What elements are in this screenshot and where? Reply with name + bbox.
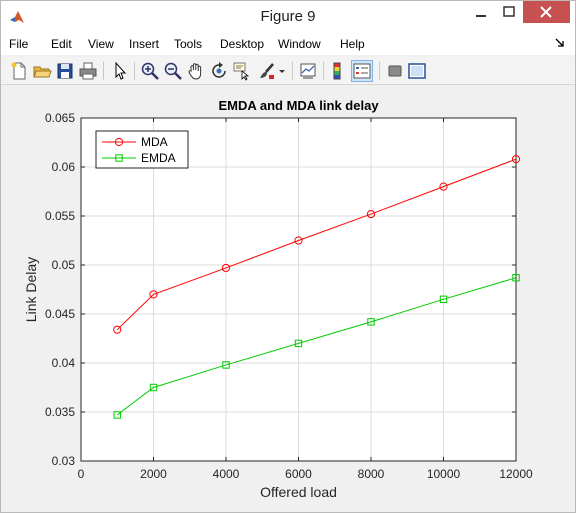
menu-insert[interactable]: Insert xyxy=(129,37,160,51)
matlab-icon xyxy=(10,11,24,23)
minimize-icon xyxy=(476,15,486,17)
toolbar xyxy=(1,57,575,85)
toolbar-separator xyxy=(134,62,135,80)
figure-canvas: 0 2000 4000 6000 8000 10000 12000 0.03 0.035 0.04… xyxy=(9,89,569,509)
x-axis-label: Offered load xyxy=(260,484,337,500)
menu-window[interactable]: Window xyxy=(278,37,321,51)
legend-label-emda: EMDA xyxy=(141,151,176,165)
window-title: Figure 9 xyxy=(260,8,316,25)
legend-box[interactable] xyxy=(95,130,189,169)
menu-file[interactable]: File xyxy=(9,37,29,51)
y-tick-label: 0.065 xyxy=(45,111,75,125)
data-point-mda[interactable] xyxy=(511,155,521,164)
data-point-emda[interactable] xyxy=(149,383,158,392)
brush-dropdown-icon[interactable] xyxy=(277,61,287,81)
data-point-emda[interactable] xyxy=(512,274,520,282)
menu-help[interactable]: Help xyxy=(340,37,365,51)
new-figure-icon[interactable] xyxy=(9,61,29,81)
y-tick-label: 0.035 xyxy=(45,405,75,419)
x-tick-label: 0 xyxy=(78,467,85,481)
data-point-mda[interactable] xyxy=(294,236,303,245)
title-bar[interactable]: Figure 9 xyxy=(1,1,575,33)
y-tick-label: 0.06 xyxy=(52,160,76,174)
x-tick-label: 6000 xyxy=(285,467,312,481)
x-tick-label: 2000 xyxy=(140,467,167,481)
data-point-mda[interactable] xyxy=(221,263,231,273)
data-point-emda[interactable] xyxy=(367,318,375,326)
close-button[interactable] xyxy=(523,1,570,23)
series-line-emda[interactable] xyxy=(116,277,517,416)
menu-tools[interactable]: Tools xyxy=(174,37,203,51)
colorbar-icon[interactable] xyxy=(329,61,349,81)
save-icon[interactable] xyxy=(55,61,75,81)
x-tick-label: 10000 xyxy=(427,467,461,481)
print-icon[interactable] xyxy=(78,61,98,81)
legend-button[interactable] xyxy=(351,60,373,82)
zoom-in-icon[interactable] xyxy=(140,61,160,81)
rotate-3d-icon[interactable] xyxy=(209,61,229,81)
data-point-emda[interactable] xyxy=(439,295,448,304)
x-tick-label: 12000 xyxy=(499,467,533,481)
brush-icon[interactable] xyxy=(257,61,277,81)
minimize-button[interactable] xyxy=(467,1,495,23)
data-point-emda[interactable] xyxy=(222,361,230,369)
open-file-icon[interactable] xyxy=(32,61,52,81)
toolbar-separator xyxy=(379,62,380,80)
series-line-mda[interactable] xyxy=(116,158,517,331)
data-cursor-icon[interactable] xyxy=(232,61,252,81)
menu-desktop[interactable]: Desktop xyxy=(220,37,265,51)
data-point-emda[interactable] xyxy=(113,411,121,419)
y-tick-label: 0.05 xyxy=(52,258,76,272)
maximize-icon xyxy=(503,6,515,17)
legend-label-mda: MDA xyxy=(141,135,168,149)
axes-box xyxy=(80,117,517,462)
data-point-mda[interactable] xyxy=(113,325,122,334)
hide-plot-tools-icon[interactable] xyxy=(385,61,405,81)
pan-icon[interactable] xyxy=(186,61,206,81)
x-tick-label: 8000 xyxy=(358,467,385,481)
chart-title: EMDA and MDA link delay xyxy=(218,98,379,113)
pointer-icon[interactable] xyxy=(110,61,130,81)
data-point-mda[interactable] xyxy=(149,290,158,299)
legend-icon xyxy=(353,63,371,79)
data-point-mda[interactable] xyxy=(366,209,376,219)
legend-marker-emda xyxy=(115,154,123,162)
legend-marker-mda xyxy=(114,137,124,147)
menu-edit[interactable]: Edit xyxy=(51,37,72,51)
y-tick-label: 0.04 xyxy=(52,356,76,370)
x-tick-label: 4000 xyxy=(213,467,240,481)
toolbar-separator xyxy=(292,62,293,80)
y-tick-label: 0.055 xyxy=(45,209,75,223)
show-plot-tools-icon[interactable] xyxy=(407,61,427,81)
dock-arrow-icon[interactable] xyxy=(555,38,565,48)
data-point-emda[interactable] xyxy=(294,339,303,348)
maximize-button[interactable] xyxy=(495,1,523,23)
data-point-mda[interactable] xyxy=(439,182,448,191)
y-tick-label: 0.045 xyxy=(45,307,75,321)
line-chart[interactable]: 0 2000 4000 6000 8000 10000 12000 0.03 0.035 0.04… xyxy=(9,89,569,509)
menu-view[interactable]: View xyxy=(88,37,114,51)
toolbar-separator xyxy=(103,62,104,80)
zoom-out-icon[interactable] xyxy=(163,61,183,81)
y-tick-label: 0.03 xyxy=(52,454,76,468)
toolbar-separator xyxy=(323,62,324,80)
close-icon xyxy=(540,6,552,18)
y-axis-label: Link Delay xyxy=(23,257,39,322)
link-plot-icon[interactable] xyxy=(298,61,318,81)
menu-bar: File Edit View Insert Tools Desktop Wind… xyxy=(1,33,575,55)
